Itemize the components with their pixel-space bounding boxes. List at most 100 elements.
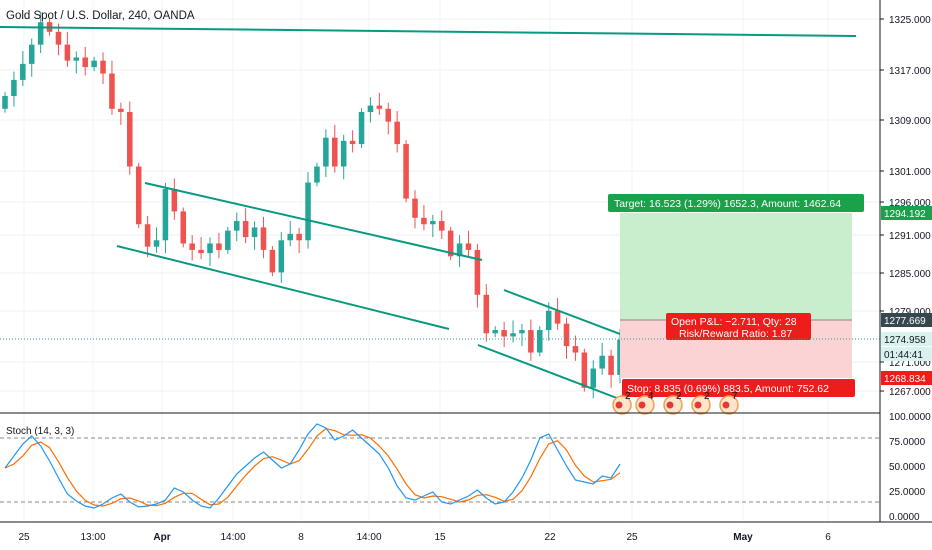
price-tick-label: 1301.000 [889,167,931,178]
candle [519,330,525,334]
candle [135,166,142,225]
pnl-label: Open P&L: −2.711, Qty: 28 Risk/Reward Ra… [666,313,811,340]
candle [314,166,320,183]
candle [492,330,498,334]
candle [118,108,124,112]
short-channel-lower[interactable] [477,344,623,401]
indicator-label[interactable]: Stoch (14, 3, 3) [6,426,74,437]
price-label-text: 1277.669 [884,316,926,327]
channel-lower[interactable] [116,245,450,330]
long-position-tool[interactable]: Target: 16.523 (1.29%) 1652.3, Amount: 1… [608,194,864,397]
candle [73,57,80,61]
stoch-d-line [4,428,621,507]
candle [171,188,178,212]
indicator-tick-label: 0.0000 [889,512,920,523]
candle [251,227,258,238]
flag-icon [722,401,730,409]
candle [421,217,427,225]
candle [11,79,17,96]
candle [189,243,195,250]
event-marker[interactable]: 2 [691,391,711,415]
event-count: 2 [676,391,682,402]
price-label-teal: 1274.958 [881,332,932,346]
event-marker[interactable]: 2 [663,391,683,415]
event-count: 2 [625,391,631,402]
time-tick-label: 6 [825,532,831,543]
price-tick-label: 1317.000 [889,66,931,77]
candle [501,330,507,337]
event-marker[interactable]: 4 [635,391,655,415]
candle [180,211,187,244]
event-marker[interactable]: 2 [612,391,632,415]
candle [340,140,347,167]
indicator-tick-label: 100.0000 [889,412,931,423]
target-zone[interactable] [620,213,852,320]
price-label-teal: 01:44:41 [881,347,932,361]
time-tick-label: 14:00 [356,532,381,543]
price-tick-label: 1291.000 [889,231,931,242]
indicator-tick-label: 50.0000 [889,462,926,473]
time-tick-label: Apr [153,532,170,543]
target-label-text: Target: 16.523 (1.29%) 1652.3, Amount: 1… [614,198,841,210]
event-markers[interactable]: 2 4 2 2 7 [612,391,739,415]
price-axis[interactable]: 1325.000 1317.000 1309.000 1301.000 1296.000… [880,15,931,398]
candle [144,224,151,247]
candle [296,233,302,241]
candle [225,230,231,250]
candle [233,221,240,231]
candle [412,198,418,218]
price-label-green: 1294.192 [881,206,932,220]
price-label-bg [881,206,932,220]
candle [162,188,169,241]
price-label-bg [881,371,932,385]
candle [37,22,44,45]
price-label-red: 1268.834 [881,371,932,385]
candle [528,330,534,353]
stop-label-text: Stop: 8.835 (0.69%) 883.5, Amount: 752.6… [627,383,829,395]
candles [2,11,623,399]
stop-label: Stop: 8.835 (0.69%) 883.5, Amount: 752.6… [622,379,855,397]
flag-icon [638,401,646,409]
candle [28,44,35,64]
channel-upper[interactable] [144,182,483,261]
event-marker[interactable]: 7 [719,391,739,415]
time-axis[interactable]: 25 13:00 Apr 14:00 8 14:00 15 22 25 May 6 [18,532,831,543]
price-label-dark: 1277.669 [881,313,932,327]
flag-icon [666,401,674,409]
candle [385,108,392,122]
candle [82,57,88,68]
risk-reward-text: Risk/Reward Ratio: 1.87 [679,328,792,340]
candle [242,221,249,238]
price-tick-label: 1325.000 [889,15,931,26]
chart-title: Gold Spot / U.S. Dollar, 240, OANDA [6,10,195,22]
time-tick-label: 25 [18,532,30,543]
event-count: 2 [704,391,710,402]
candle [55,31,62,45]
candle [260,227,267,250]
time-tick-label: 13:00 [80,532,105,543]
candle [403,144,409,199]
candle [332,137,338,167]
trendlines[interactable] [0,26,857,401]
price-tick-label: 1271.000 [889,358,931,369]
candle [590,368,597,388]
upper-trendline[interactable] [0,26,857,37]
price-tick-label: 1285.000 [889,269,931,280]
candle [581,352,588,388]
flag-icon [615,401,623,409]
candle [563,323,570,347]
candle [153,240,160,247]
time-tick-label: 25 [626,532,638,543]
price-tick-label: 1296.000 [889,198,931,209]
candle [394,121,400,145]
candle [599,355,605,369]
candle [545,310,552,331]
event-count: 7 [732,391,738,402]
time-tick-label: 22 [544,532,556,543]
candle [358,112,365,145]
price-label-bg [881,313,932,327]
indicator-axis[interactable]: 100.0000 75.0000 50.0000 25.0000 0.0000 [889,412,931,523]
candle [198,249,204,254]
candle [305,182,311,241]
